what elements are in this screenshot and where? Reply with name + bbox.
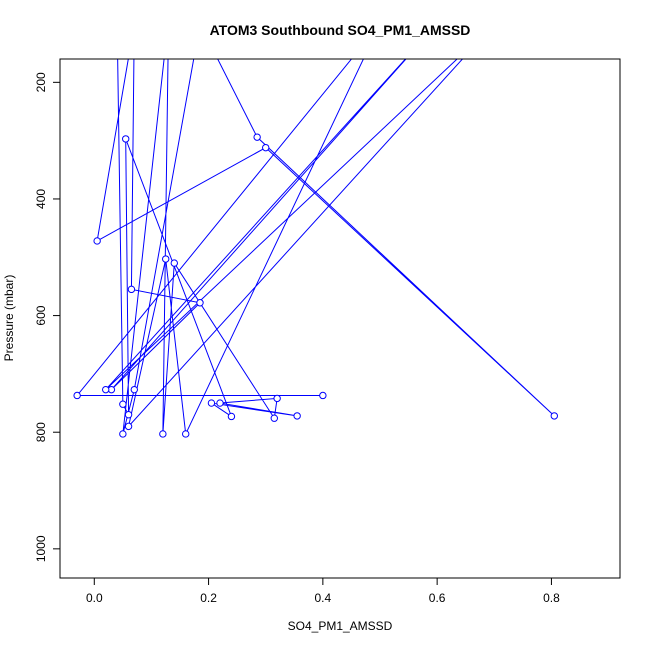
data-point (114, 21, 120, 27)
data-point (182, 430, 190, 438)
x-tick-label: 0.4 (315, 591, 332, 605)
data-point (93, 237, 101, 245)
data-point (130, 385, 138, 394)
data-point (319, 391, 327, 400)
plot-points (73, 15, 558, 438)
y-tick-label: 600 (34, 305, 48, 325)
x-axis-label: SO4_PM1_AMSSD (288, 619, 393, 633)
data-point (262, 143, 270, 152)
data-point (102, 385, 110, 394)
data-point (159, 430, 167, 438)
plot-frame (59, 58, 621, 579)
y-tick-label: 200 (34, 72, 48, 92)
y-tick-label: 400 (34, 189, 48, 209)
y-axis-label: Pressure (mbar) (2, 275, 16, 362)
data-point (207, 399, 216, 407)
data-point (122, 135, 130, 143)
y-tick-label: 800 (34, 422, 48, 442)
data-point (127, 285, 136, 294)
plot-lines (76, 59, 555, 436)
data-point (124, 411, 133, 419)
data-point (162, 255, 170, 263)
data-point (119, 430, 127, 438)
y-tick-label: 1000 (34, 535, 48, 562)
data-point (216, 399, 224, 407)
chart-title: ATOM3 Southbound SO4_PM1_AMSSD (210, 22, 471, 38)
data-point (196, 299, 204, 307)
data-point (253, 133, 261, 141)
data-point (491, 21, 497, 27)
x-axis: 0.0 0.2 0.4 0.6 0.8 (86, 577, 560, 605)
data-point (119, 400, 127, 408)
series-line (76, 59, 555, 436)
x-tick-label: 0.2 (200, 591, 217, 605)
data-point (170, 259, 178, 267)
data-point (273, 394, 281, 403)
data-point (197, 21, 203, 27)
x-tick-label: 0.8 (543, 591, 560, 605)
data-point (227, 412, 236, 421)
data-point (165, 15, 171, 21)
x-tick-label: 0.0 (86, 591, 103, 605)
data-point (270, 414, 278, 422)
data-point (550, 412, 558, 420)
x-tick-label: 0.6 (429, 591, 446, 605)
data-point (73, 391, 81, 400)
data-point (124, 422, 133, 431)
data-point (293, 412, 301, 420)
data-point (131, 21, 137, 27)
y-axis: 200 400 600 800 1000 (34, 72, 61, 562)
